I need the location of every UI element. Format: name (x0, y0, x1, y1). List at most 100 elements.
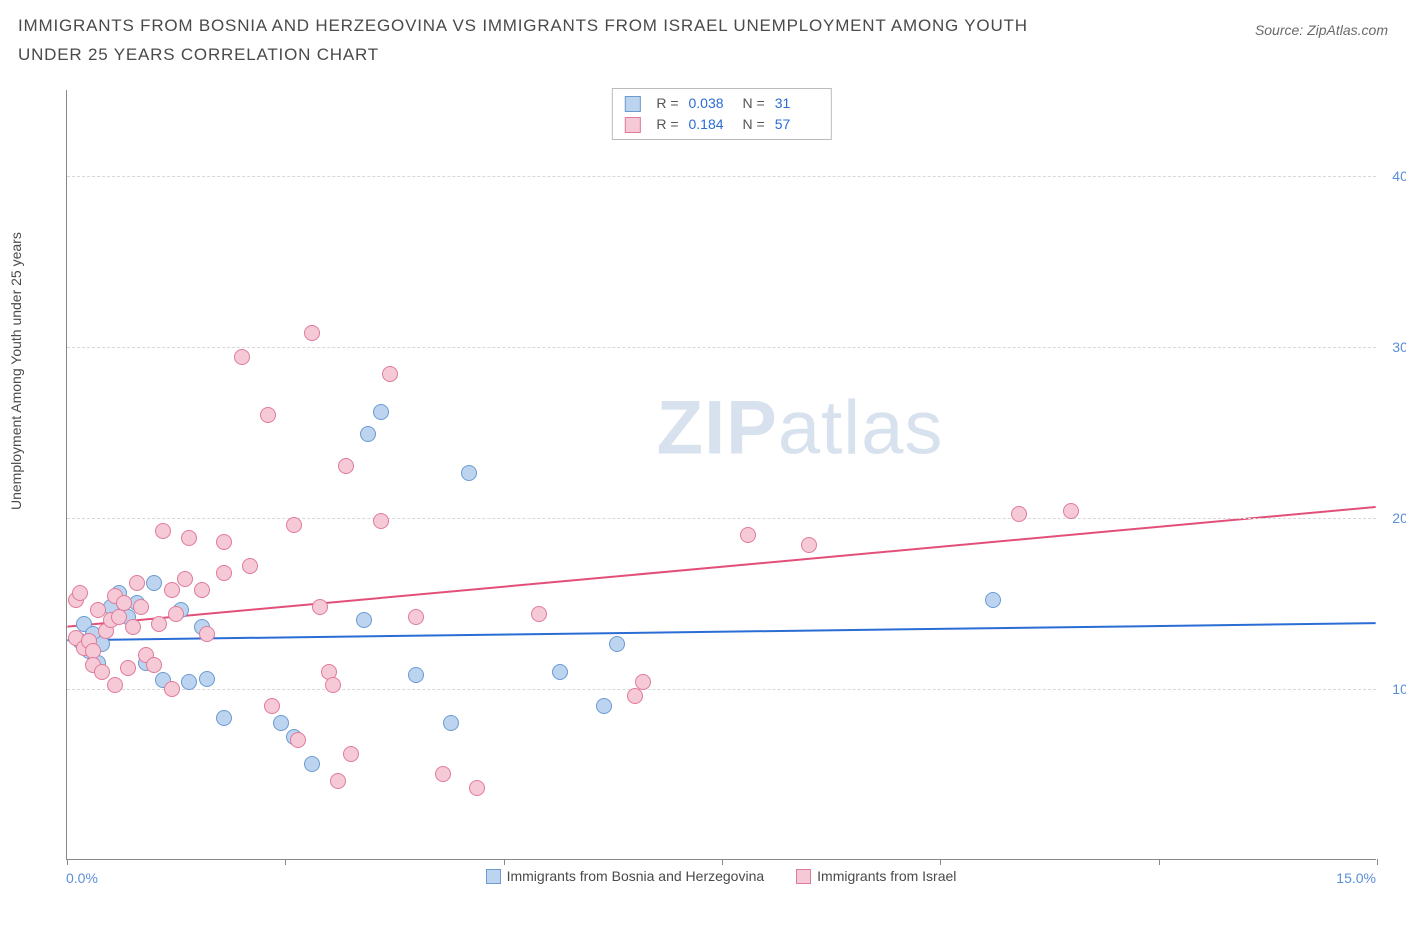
data-point (408, 609, 424, 625)
stat-r-label: R = (656, 114, 678, 135)
data-point (168, 606, 184, 622)
y-tick-label: 40.0% (1392, 168, 1406, 184)
data-point (273, 715, 289, 731)
stat-n-value: 57 (775, 114, 819, 135)
data-point (740, 527, 756, 543)
series-swatch (624, 96, 640, 112)
data-point (260, 407, 276, 423)
chart-area: Unemployment Among Youth under 25 years … (18, 90, 1388, 900)
data-point (107, 677, 123, 693)
data-point (609, 636, 625, 652)
legend-item: Immigrants from Bosnia and Herzegovina (486, 868, 765, 884)
data-point (635, 674, 651, 690)
data-point (155, 523, 171, 539)
legend-label: Immigrants from Israel (817, 868, 956, 884)
data-point (199, 626, 215, 642)
data-point (199, 671, 215, 687)
data-point (216, 565, 232, 581)
data-point (627, 688, 643, 704)
series-legend: Immigrants from Bosnia and Herzegovina Im… (66, 868, 1376, 887)
data-point (596, 698, 612, 714)
data-point (312, 599, 328, 615)
trend-lines (67, 90, 1376, 859)
data-point (146, 575, 162, 591)
x-tick (940, 859, 941, 865)
watermark: ZIPatlas (657, 385, 944, 472)
x-tick (1377, 859, 1378, 865)
chart-source: Source: ZipAtlas.com (1255, 22, 1388, 38)
data-point (146, 657, 162, 673)
data-point (356, 612, 372, 628)
data-point (194, 582, 210, 598)
data-point (216, 534, 232, 550)
data-point (552, 664, 568, 680)
data-point (94, 664, 110, 680)
stats-row: R = 0.038 N = 31 (624, 93, 818, 114)
x-tick (722, 859, 723, 865)
x-tick (285, 859, 286, 865)
legend-label: Immigrants from Bosnia and Herzegovina (507, 868, 765, 884)
data-point (801, 537, 817, 553)
data-point (234, 349, 250, 365)
data-point (338, 458, 354, 474)
legend-item: Immigrants from Israel (796, 868, 956, 884)
data-point (343, 746, 359, 762)
data-point (264, 698, 280, 714)
y-tick-label: 20.0% (1392, 510, 1406, 526)
data-point (469, 780, 485, 796)
data-point (1063, 503, 1079, 519)
legend-swatch (486, 869, 501, 884)
data-point (242, 558, 258, 574)
gridline (67, 347, 1376, 348)
data-point (1011, 506, 1027, 522)
data-point (116, 595, 132, 611)
data-point (531, 606, 547, 622)
data-point (181, 674, 197, 690)
data-point (72, 585, 88, 601)
data-point (373, 404, 389, 420)
series-swatch (624, 117, 640, 133)
stat-n-value: 31 (775, 93, 819, 114)
chart-header: IMMIGRANTS FROM BOSNIA AND HERZEGOVINA V… (0, 0, 1406, 78)
gridline (67, 176, 1376, 177)
x-tick (504, 859, 505, 865)
data-point (177, 571, 193, 587)
x-tick (1159, 859, 1160, 865)
data-point (290, 732, 306, 748)
stat-n-label: N = (743, 114, 765, 135)
data-point (443, 715, 459, 731)
data-point (286, 517, 302, 533)
data-point (304, 325, 320, 341)
stat-r-value: 0.184 (689, 114, 733, 135)
data-point (125, 619, 141, 635)
data-point (373, 513, 389, 529)
plot-region: ZIPatlas R =0.038N =31R =0.184N =57 10.0… (66, 90, 1376, 860)
data-point (181, 530, 197, 546)
data-point (120, 660, 136, 676)
data-point (360, 426, 376, 442)
gridline (67, 689, 1376, 690)
data-point (304, 756, 320, 772)
gridline (67, 518, 1376, 519)
data-point (216, 710, 232, 726)
stat-r-label: R = (656, 93, 678, 114)
data-point (382, 366, 398, 382)
data-point (129, 575, 145, 591)
x-tick (67, 859, 68, 865)
stat-n-label: N = (743, 93, 765, 114)
chart-title: IMMIGRANTS FROM BOSNIA AND HERZEGOVINA V… (18, 12, 1068, 70)
y-tick-label: 30.0% (1392, 339, 1406, 355)
data-point (325, 677, 341, 693)
trend-line (67, 507, 1375, 627)
trend-line (67, 623, 1375, 640)
legend-swatch (796, 869, 811, 884)
stat-r-value: 0.038 (689, 93, 733, 114)
stats-legend: R = 0.038 N = 31 R = 0.184 N = 57 (611, 88, 831, 140)
data-point (435, 766, 451, 782)
data-point (151, 616, 167, 632)
data-point (461, 465, 477, 481)
data-point (408, 667, 424, 683)
y-tick-label: 10.0% (1392, 681, 1406, 697)
data-point (133, 599, 149, 615)
data-point (330, 773, 346, 789)
